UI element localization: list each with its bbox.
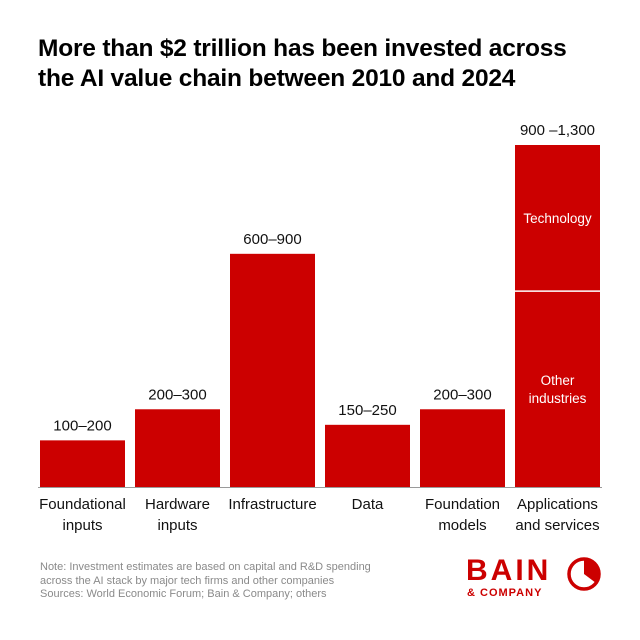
bar-5 [420, 409, 505, 487]
category-label-5: Foundation models [425, 496, 500, 534]
category-label-6: Applications and services [515, 496, 599, 534]
bar-4 [325, 424, 410, 487]
chart-title: More than $2 trillion has been invested … [38, 35, 567, 92]
value-label-6: 900 –1,300 [520, 122, 595, 139]
value-label-1: 100–200 [53, 417, 111, 434]
bain-logo: BAIN & COMPANY [466, 556, 606, 606]
value-label-3: 600–900 [243, 231, 301, 248]
segment-label-1: Other industries [529, 373, 587, 406]
segment-labels-group: Other industries Technology [515, 211, 600, 406]
bars-group [40, 145, 600, 487]
category-label-3: Infrastructure [228, 496, 316, 513]
value-label-4: 150–250 [338, 402, 396, 419]
value-labels-group: 100–200 200–300 600–900 150–250 200–300 900 –… [53, 122, 595, 434]
value-label-2: 200–300 [148, 386, 206, 403]
category-label-1: Foundational inputs [39, 496, 126, 534]
category-label-4: Data [352, 496, 384, 513]
footnote-note-line-1: Note: Investment estimates are based on … [40, 561, 371, 573]
category-label-2: Hardware inputs [145, 496, 210, 534]
value-label-5: 200–300 [433, 386, 491, 403]
category-labels-group: Foundational inputs Hardware inputs Infrastr… [39, 496, 599, 534]
footnotes: Note: Investment estimates are based on … [40, 561, 460, 602]
segment-label-2: Technology [523, 211, 592, 226]
logo-subtitle: & COMPANY [467, 587, 543, 599]
bar-3 [230, 253, 315, 487]
footnote-sources: Sources: World Economic Forum; Bain & Co… [40, 588, 327, 600]
bar-1 [40, 440, 125, 487]
bain-circle-mark-icon [567, 557, 601, 591]
logo-wordmark: BAIN [466, 554, 552, 587]
bar-chart: 100–200 200–300 600–900 150–250 200–300 900 –… [38, 122, 602, 534]
bar-2 [135, 409, 220, 487]
footnote-note-line-2: across the AI stack by major tech firms … [40, 574, 335, 587]
bar-6 [515, 145, 600, 487]
